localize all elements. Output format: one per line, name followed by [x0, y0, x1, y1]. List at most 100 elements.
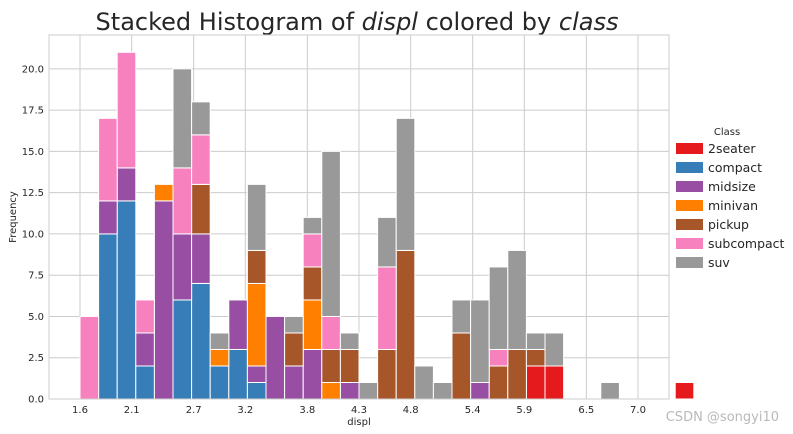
- bar-pickup: [191, 183, 211, 235]
- x-tick-label: 5.4: [465, 405, 481, 416]
- legend-label-midsize: midsize: [708, 179, 756, 194]
- title-part-3: colored by: [418, 8, 559, 36]
- legend-label-pickup: pickup: [708, 217, 749, 232]
- bar-2seater: [674, 381, 695, 400]
- bar-subcompact: [191, 134, 211, 185]
- y-tick-label: 7.5: [28, 271, 44, 282]
- y-tick-labels: 0.0 2.5 5.0 7.5 10.0 12.5 15.0 17.5 20.0: [22, 64, 44, 405]
- legend: Class 2seater compact midsize minivan pickup…: [676, 127, 785, 270]
- bar-pickup: [302, 266, 323, 301]
- bar-pickup: [339, 348, 360, 383]
- bar-compact: [246, 381, 267, 400]
- bar-pickup: [395, 249, 416, 400]
- y-tick-label: 10.0: [22, 229, 44, 240]
- bar-suv: [488, 266, 509, 350]
- x-tick-label: 2.1: [124, 405, 140, 416]
- bar-compact: [228, 348, 248, 400]
- legend-label-subcompact: subcompact: [708, 236, 785, 251]
- bar-midsize: [172, 233, 193, 301]
- bar-pickup: [321, 348, 341, 383]
- x-tick-label: 1.6: [72, 405, 88, 416]
- legend-swatch-pickup: [676, 219, 703, 230]
- legend-swatch-2seater: [676, 143, 703, 154]
- legend-label-suv: suv: [708, 255, 730, 270]
- legend-label-minivan: minivan: [708, 198, 758, 213]
- bar-2seater: [544, 365, 565, 400]
- bar-suv: [339, 332, 360, 350]
- bar-subcompact: [172, 167, 193, 235]
- plot-frame: [48, 34, 670, 400]
- bar-suv: [284, 315, 304, 334]
- bar-2seater: [525, 365, 546, 400]
- x-tick-label: 3.2: [237, 405, 253, 416]
- watermark: CSDN @songyi10: [665, 410, 779, 425]
- y-tick-label: 0.0: [28, 395, 44, 406]
- bar-midsize: [191, 233, 211, 284]
- bar-pickup: [507, 348, 527, 400]
- legend-swatch-subcompact: [676, 238, 703, 249]
- bar-pickup: [377, 348, 397, 400]
- bar-midsize: [135, 332, 155, 367]
- legend-label-compact: compact: [708, 160, 762, 175]
- bar-pickup: [284, 332, 304, 367]
- bar-subcompact: [321, 315, 341, 350]
- bar-suv: [358, 381, 379, 400]
- x-tick-label: 3.8: [299, 405, 315, 416]
- bar-subcompact: [488, 348, 509, 367]
- bar-compact: [98, 233, 118, 400]
- bar-pickup: [525, 348, 546, 367]
- y-tick-label: 15.0: [22, 147, 44, 158]
- bar-minivan: [209, 348, 230, 367]
- bar-suv: [451, 299, 472, 334]
- bar-suv: [414, 365, 434, 400]
- bar-midsize: [228, 299, 248, 350]
- bar-pickup: [451, 332, 472, 400]
- bar-compact: [191, 282, 211, 400]
- y-tick-label: 20.0: [22, 64, 44, 75]
- x-tick-label: 2.7: [186, 405, 202, 416]
- legend-swatch-midsize: [676, 181, 703, 192]
- chart-title: Stacked Histogram of displ colored by cl…: [96, 8, 619, 36]
- legend-title: Class: [714, 127, 740, 138]
- title-part-1: Stacked Histogram of: [96, 8, 362, 36]
- y-axis-label: Frequency: [8, 191, 19, 243]
- bar-suv: [432, 381, 453, 400]
- bar-subcompact: [79, 315, 100, 400]
- bar-midsize: [284, 365, 304, 400]
- x-tick-label: 5.9: [516, 405, 532, 416]
- bar-minivan: [321, 381, 341, 400]
- bar-compact: [135, 365, 155, 400]
- bar-suv: [544, 332, 565, 367]
- title-part-2: displ: [362, 8, 419, 36]
- x-tick-label: 4.8: [403, 405, 419, 416]
- bar-suv: [191, 101, 211, 136]
- y-tick-label: 2.5: [28, 353, 44, 364]
- legend-label-2seater: 2seater: [708, 141, 756, 156]
- bar-minivan: [302, 299, 323, 350]
- bar-midsize: [470, 381, 490, 400]
- bar-midsize: [265, 315, 286, 400]
- y-tick-label: 17.5: [22, 106, 44, 117]
- bar-subcompact: [98, 117, 118, 202]
- bar-suv: [525, 332, 546, 350]
- bar-midsize: [153, 200, 174, 400]
- bar-midsize: [98, 200, 118, 235]
- bar-midsize: [116, 167, 137, 202]
- bar-suv: [395, 117, 416, 251]
- y-tick-label: 12.5: [22, 188, 44, 199]
- bar-midsize: [246, 365, 267, 383]
- bar-suv: [321, 150, 341, 317]
- legend-swatch-minivan: [676, 200, 703, 211]
- bar-pickup: [488, 365, 509, 400]
- bar-midsize: [302, 348, 323, 400]
- bar-compact: [209, 365, 230, 400]
- bar-subcompact: [116, 51, 137, 169]
- bar-minivan: [246, 282, 267, 367]
- bar-suv: [172, 68, 193, 169]
- x-tick-labels: 1.6 2.1 2.7 3.2 3.8 4.3 4.8 5.4 5.9 6.5 7.0: [72, 405, 646, 416]
- bar-midsize: [339, 381, 360, 400]
- x-tick-label: 6.5: [578, 405, 594, 416]
- bar-suv: [470, 299, 490, 383]
- bar-subcompact: [135, 299, 155, 334]
